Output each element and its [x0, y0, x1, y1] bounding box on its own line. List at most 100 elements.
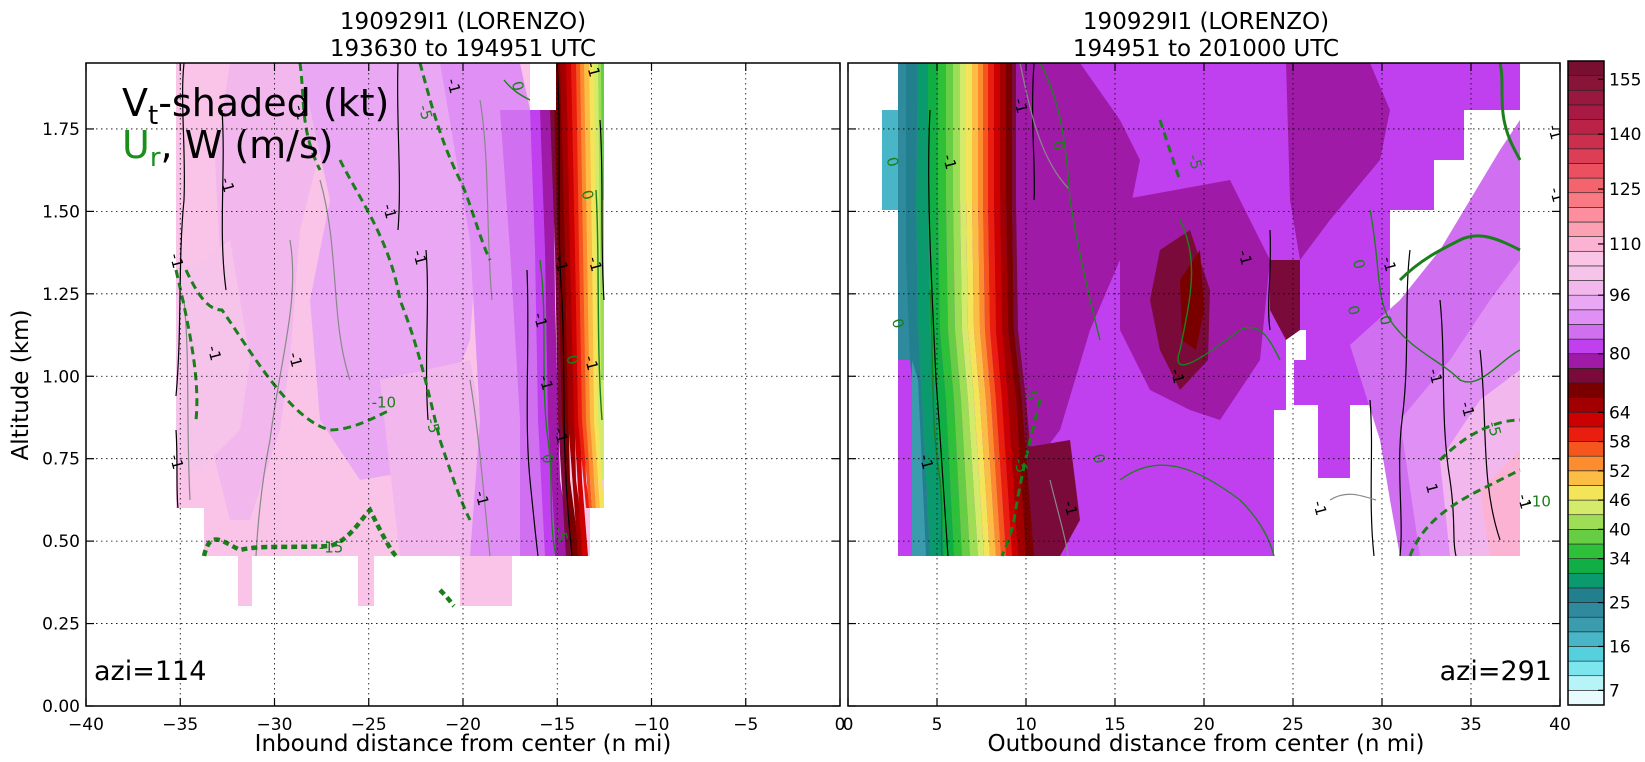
- right-contour-label: -5: [1484, 419, 1505, 438]
- right-contour-dash-1: [1000, 399, 1042, 557]
- colorbar-swatch: [1567, 514, 1605, 530]
- left-contour-label: -1: [581, 354, 602, 373]
- left-contour-label: 0: [562, 353, 582, 367]
- right-contour-label: -1: [1514, 492, 1535, 511]
- left-x-tick-label: −10: [634, 715, 670, 735]
- right-contour-gray-1: [1019, 63, 1071, 191]
- colorbar-swatch: [1567, 397, 1605, 413]
- right-contour-green-1: [929, 289, 943, 557]
- left-contour-label: -1: [285, 350, 306, 369]
- colorbar-swatch: [1567, 207, 1605, 223]
- colorbar-swatch: [1567, 75, 1605, 91]
- right-vt-region-deep3: [1286, 63, 1390, 260]
- right-contour-label: 1: [1422, 481, 1442, 495]
- left-contour-label: -1: [217, 175, 238, 194]
- right-title-line1: 190929I1 (LORENZO): [1083, 9, 1329, 35]
- legend-ur-subscript: r: [150, 143, 161, 173]
- colorbar-swatch: [1567, 660, 1605, 677]
- right-contour-4: [1399, 249, 1411, 557]
- left-contour-gray-1: [183, 299, 191, 501]
- colorbar-tick-label: 46: [1609, 491, 1631, 511]
- right-contour-green-4: [1119, 464, 1275, 557]
- colorbar-tick-label: 16: [1609, 637, 1631, 657]
- colorbar-swatch: [1567, 221, 1605, 237]
- left-contour-label: -1: [535, 373, 556, 392]
- left-gray-contours: [183, 99, 493, 557]
- right-band-68: [1006, 63, 1034, 556]
- colorbar-swatch: [1567, 499, 1605, 516]
- right-y-ticks: [848, 128, 1560, 707]
- left-contour-gray-5: [469, 379, 491, 557]
- right-contour-label: -1: [1309, 499, 1330, 518]
- colorbar-swatch: [1567, 675, 1605, 691]
- right-x-tick-label: 0: [843, 715, 854, 735]
- right-contour-label: -1: [1457, 400, 1478, 419]
- right-azimuth-label: azi=291: [1440, 656, 1552, 687]
- colorbar-swatch: [1567, 309, 1605, 325]
- colorbar-frame: [1567, 60, 1605, 706]
- right-panel: 0 -10-1-5-1-10-1-5-5 0-100-10-1-11-1-5-10-…: [843, 9, 1571, 757]
- right-contour-gray-3: [1329, 493, 1377, 501]
- left-vt-region-purple2: [500, 110, 560, 556]
- right-shading: 0 -10-1-5-1-10-1-5-5 0-100-10-1-11-1-5-10-…: [882, 63, 1567, 557]
- colorbar-swatch: [1567, 104, 1605, 120]
- right-contour-dash-3: [1438, 418, 1521, 462]
- left-contour-label: 0: [508, 79, 528, 93]
- right-contour-gray-2: [1049, 479, 1069, 557]
- legend-ur-text: , W (m/s): [161, 123, 334, 167]
- right-x-tick-label: 35: [1460, 715, 1482, 735]
- right-contour-label: 0: [1048, 138, 1068, 152]
- left-contour-5: [526, 269, 539, 557]
- right-vt-region-maroon2: [1180, 250, 1204, 350]
- left-contour-label: -5: [550, 525, 571, 544]
- colorbar-tick-label: 155: [1609, 70, 1641, 90]
- colorbar-swatch: [1567, 543, 1605, 559]
- legend-ur-symbol: U: [122, 123, 150, 167]
- colorbar-swatch: [1567, 89, 1605, 106]
- right-contour-label: -1: [1060, 499, 1081, 518]
- colorbar-swatch: [1567, 338, 1605, 355]
- right-contour-label: -1: [1546, 185, 1567, 204]
- left-contour-label: -1: [443, 77, 464, 96]
- colorbar-swatch: [1567, 470, 1605, 486]
- left-contour-dash-5: [174, 269, 199, 421]
- left-contour-label: -1: [204, 344, 225, 363]
- colorbar-swatch: [1567, 368, 1605, 384]
- left-contour-label: -10: [372, 394, 397, 412]
- right-contour-labels: 0 -10-1-5-1-10-1-5-5 0-100-10-1-11-1-5-10-…: [883, 96, 1567, 518]
- right-contour-label: -5: [1010, 456, 1031, 475]
- left-x-tick-label: −30: [257, 715, 293, 735]
- left-contour-label: -1: [409, 248, 430, 267]
- left-contour-label: -1: [550, 255, 571, 274]
- right-band-52: [978, 63, 1001, 556]
- left-title-line2: 193630 to 194951 UTC: [330, 36, 596, 62]
- left-missing-top: [530, 63, 556, 110]
- left-contour-6: [556, 63, 573, 557]
- left-contour-gray-3: [319, 179, 351, 381]
- right-contour-5: [1439, 299, 1457, 557]
- left-contour-label: -1: [166, 251, 187, 270]
- colorbar-tick-label: 7: [1609, 681, 1620, 701]
- left-panel: -1-1-1-1-1-1-1-1-1-1 0-1-1-1-10-1-10-10-5…: [8, 9, 845, 757]
- right-contour-label: -1: [916, 452, 937, 471]
- right-contour-dash-2: [1158, 119, 1182, 181]
- right-contour-1: [928, 109, 949, 557]
- colorbar-swatch: [1567, 572, 1605, 589]
- right-band-28: [916, 63, 944, 556]
- colorbar-swatch: [1567, 616, 1605, 633]
- colorbar-swatch: [1567, 529, 1605, 545]
- right-band-64: [1000, 63, 1026, 556]
- colorbar-swatch: [1567, 294, 1605, 311]
- colorbar-swatch: [1567, 587, 1605, 603]
- colorbar-tick-label: 40: [1609, 520, 1631, 540]
- right-contour-6: [1369, 399, 1375, 557]
- colorbar-swatch: [1567, 485, 1605, 501]
- colorbar-swatch: [1567, 382, 1605, 398]
- colorbar-swatch: [1567, 192, 1605, 208]
- left-contour-dash-1: [184, 269, 391, 432]
- left-contour-dash-thick: [201, 506, 398, 558]
- left-contour-green-2: [595, 189, 603, 421]
- left-contour-label: -1: [290, 103, 311, 122]
- colorbar-tick-label: 58: [1609, 433, 1631, 453]
